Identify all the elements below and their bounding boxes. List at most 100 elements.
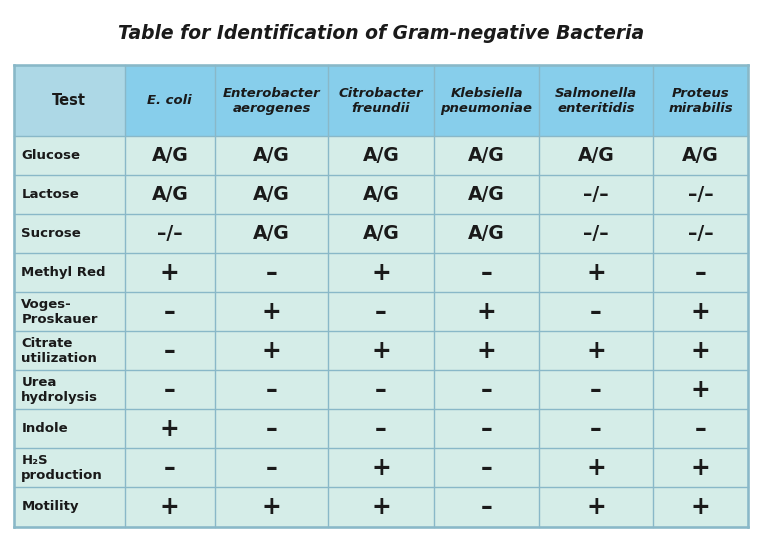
Bar bbox=[215, 449, 328, 488]
Text: Citrobacter
freundii: Citrobacter freundii bbox=[339, 86, 423, 114]
Bar bbox=[434, 488, 539, 526]
Bar bbox=[14, 214, 125, 253]
Bar bbox=[652, 253, 748, 293]
Text: Test: Test bbox=[52, 93, 86, 108]
Text: –/–: –/– bbox=[687, 225, 713, 244]
Text: Salmonella
enteritidis: Salmonella enteritidis bbox=[555, 86, 637, 114]
Bar bbox=[328, 409, 434, 449]
Text: +: + bbox=[586, 261, 606, 285]
Bar bbox=[125, 449, 215, 488]
Bar bbox=[652, 488, 748, 526]
Text: E. coli: E. coli bbox=[148, 94, 192, 107]
Bar bbox=[328, 332, 434, 370]
Bar bbox=[328, 488, 434, 526]
Text: Enterobacter
aerogenes: Enterobacter aerogenes bbox=[223, 86, 320, 114]
Text: A/G: A/G bbox=[578, 146, 614, 165]
Bar bbox=[14, 137, 125, 176]
Text: +: + bbox=[261, 339, 281, 363]
Text: –: – bbox=[590, 417, 602, 441]
Text: –: – bbox=[481, 495, 492, 519]
Text: –: – bbox=[375, 378, 387, 402]
Bar bbox=[434, 409, 539, 449]
Bar bbox=[125, 409, 215, 449]
Bar bbox=[328, 176, 434, 214]
Text: +: + bbox=[371, 456, 391, 480]
Text: A/G: A/G bbox=[363, 146, 399, 165]
Bar bbox=[14, 176, 125, 214]
Bar bbox=[434, 293, 539, 332]
Bar bbox=[14, 65, 125, 137]
Bar bbox=[14, 293, 125, 332]
Bar bbox=[652, 176, 748, 214]
Text: Motility: Motility bbox=[21, 501, 78, 514]
Text: A/G: A/G bbox=[253, 185, 290, 204]
Text: –: – bbox=[375, 300, 387, 324]
Bar bbox=[434, 370, 539, 409]
Bar bbox=[14, 332, 125, 370]
Text: Methyl Red: Methyl Red bbox=[21, 266, 106, 279]
Text: +: + bbox=[261, 495, 281, 519]
Text: Indole: Indole bbox=[21, 422, 68, 435]
Text: –: – bbox=[481, 456, 492, 480]
Text: +: + bbox=[160, 261, 180, 285]
Text: +: + bbox=[690, 300, 710, 324]
Bar bbox=[434, 253, 539, 293]
Bar bbox=[539, 176, 652, 214]
Bar bbox=[328, 370, 434, 409]
Text: A/G: A/G bbox=[682, 146, 719, 165]
Text: –: – bbox=[481, 378, 492, 402]
Text: +: + bbox=[371, 495, 391, 519]
Text: –: – bbox=[164, 339, 176, 363]
Text: –: – bbox=[695, 417, 706, 441]
Bar bbox=[125, 214, 215, 253]
Bar bbox=[215, 176, 328, 214]
Text: Lactose: Lactose bbox=[21, 188, 79, 201]
Bar bbox=[539, 137, 652, 176]
Text: Glucose: Glucose bbox=[21, 150, 80, 163]
Text: +: + bbox=[586, 495, 606, 519]
Bar bbox=[328, 293, 434, 332]
Bar bbox=[328, 137, 434, 176]
Bar bbox=[125, 253, 215, 293]
Bar bbox=[215, 137, 328, 176]
Bar bbox=[215, 253, 328, 293]
Text: +: + bbox=[371, 261, 391, 285]
Bar bbox=[215, 332, 328, 370]
Text: +: + bbox=[160, 417, 180, 441]
Text: –: – bbox=[481, 261, 492, 285]
Text: Urea
hydrolysis: Urea hydrolysis bbox=[21, 376, 98, 404]
Text: +: + bbox=[690, 339, 710, 363]
Bar bbox=[539, 488, 652, 526]
Text: –: – bbox=[266, 456, 277, 480]
Bar bbox=[215, 293, 328, 332]
Text: –: – bbox=[481, 417, 492, 441]
Text: A/G: A/G bbox=[468, 185, 505, 204]
Text: –: – bbox=[695, 261, 706, 285]
Bar bbox=[434, 176, 539, 214]
Bar bbox=[125, 332, 215, 370]
Bar bbox=[652, 214, 748, 253]
Text: +: + bbox=[586, 339, 606, 363]
Bar bbox=[328, 65, 434, 137]
Bar bbox=[652, 65, 748, 137]
Bar bbox=[539, 65, 652, 137]
Bar bbox=[539, 409, 652, 449]
Bar bbox=[215, 65, 328, 137]
Text: –/–: –/– bbox=[583, 225, 609, 244]
Bar bbox=[539, 214, 652, 253]
Text: +: + bbox=[690, 495, 710, 519]
Bar bbox=[215, 214, 328, 253]
Bar bbox=[539, 253, 652, 293]
Text: A/G: A/G bbox=[152, 185, 188, 204]
Text: –: – bbox=[164, 378, 176, 402]
Bar bbox=[215, 409, 328, 449]
Bar bbox=[652, 137, 748, 176]
Bar bbox=[328, 449, 434, 488]
Text: A/G: A/G bbox=[253, 146, 290, 165]
Text: –/–: –/– bbox=[583, 185, 609, 204]
Text: +: + bbox=[690, 378, 710, 402]
Text: +: + bbox=[371, 339, 391, 363]
Text: Klebsiella
pneumoniae: Klebsiella pneumoniae bbox=[440, 86, 533, 114]
Bar bbox=[539, 370, 652, 409]
Text: A/G: A/G bbox=[363, 225, 399, 244]
